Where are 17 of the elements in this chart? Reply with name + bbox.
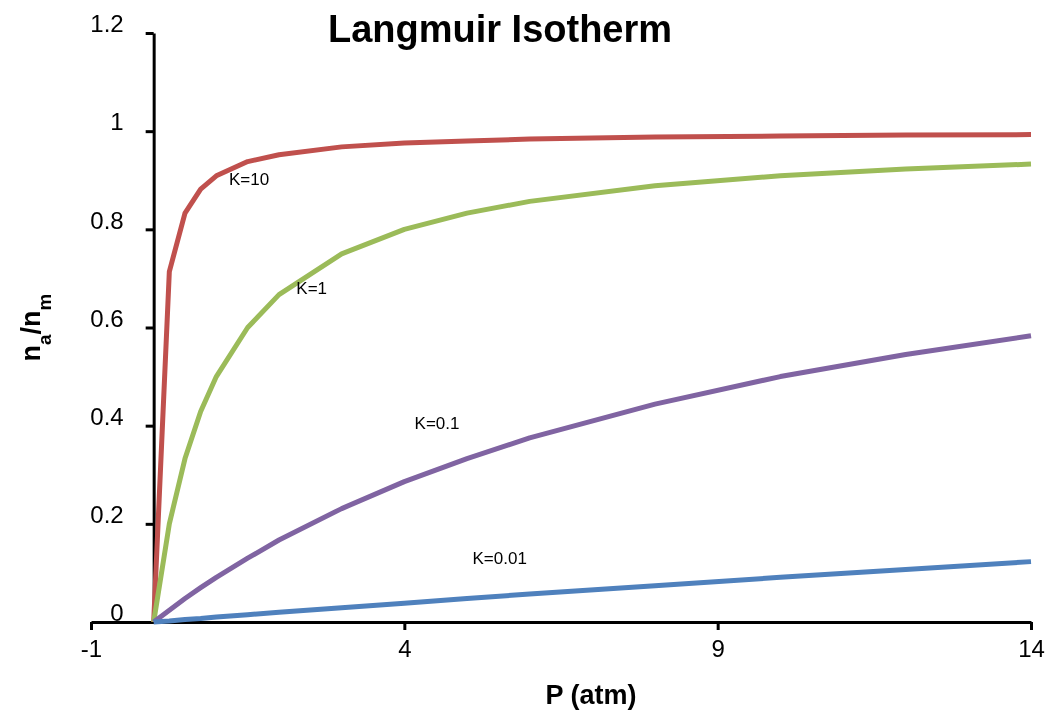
- x-tick-label: 9: [711, 635, 725, 663]
- x-axis-title: P (atm): [545, 680, 637, 710]
- y-tick-label: 0.8: [90, 206, 124, 234]
- y-tick-label: 1.2: [90, 10, 124, 38]
- y-tick-label: 1: [110, 108, 124, 136]
- x-tick-label: 14: [1018, 635, 1045, 663]
- y-tick-label: 0.6: [90, 304, 124, 332]
- series-label: K=1: [296, 278, 328, 298]
- x-tick-label: 4: [398, 635, 412, 663]
- y-tick-label: 0.2: [90, 501, 124, 529]
- y-tick-label: 0.4: [90, 402, 124, 430]
- series-label: K=0.1: [414, 413, 460, 433]
- series-label: K=0.01: [472, 549, 527, 569]
- x-tick-label: -1: [80, 635, 103, 663]
- series-label: K=10: [228, 169, 270, 189]
- chart-title: Langmuir Isotherm: [327, 8, 673, 50]
- y-tick-label: 0: [110, 599, 124, 627]
